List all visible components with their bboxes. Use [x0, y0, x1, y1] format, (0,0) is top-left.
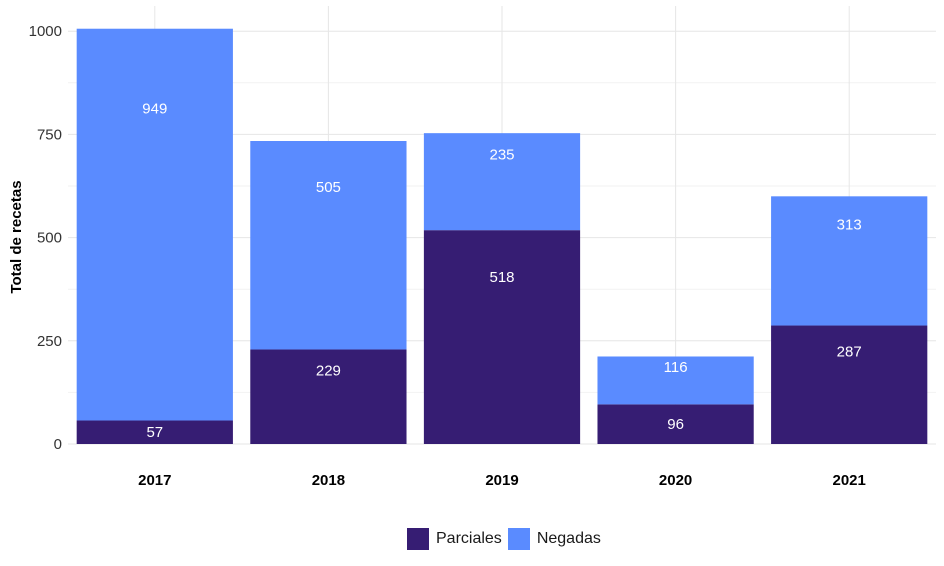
bar-label-parciales-2021: 287: [837, 344, 862, 361]
y-tick-label: 500: [37, 230, 62, 247]
legend-item-negadas: Negadas: [507, 528, 601, 550]
bar-negadas-2018: [250, 141, 407, 350]
bar-label-parciales-2018: 229: [316, 362, 341, 379]
bar-negadas-2021: [771, 196, 928, 326]
bar-labels: 57 949 229 505 518 235 96 116 287 313: [142, 101, 861, 442]
legend-item-parciales: Parciales: [407, 528, 502, 550]
y-tick-label: 1000: [29, 23, 62, 40]
bar-negadas-2020: [597, 356, 754, 405]
legend-swatch-parciales: [407, 528, 429, 550]
y-tick-label: 0: [54, 436, 62, 453]
x-tick-label: 2021: [833, 472, 866, 489]
bar-label-negadas-2021: 313: [837, 217, 862, 234]
bar-negadas-2019: [423, 133, 581, 231]
legend-label-parciales: Parciales: [436, 530, 502, 547]
bar-label-parciales-2017: 57: [146, 424, 163, 441]
x-tick-label: 2019: [485, 472, 518, 489]
bar-parciales-2021: [771, 325, 928, 444]
legend-swatch-negadas: [507, 528, 530, 550]
legend: Parciales Negadas: [407, 528, 607, 550]
bar-parciales-2019: [423, 230, 581, 444]
bar-label-parciales-2020: 96: [667, 416, 684, 433]
bar-parciales-2017: [76, 420, 233, 444]
y-tick-label: 750: [37, 126, 62, 143]
bar-negadas-2017: [76, 28, 233, 421]
bar-parciales-2018: [250, 349, 407, 444]
x-tick-label: 2018: [312, 472, 345, 489]
bar-label-parciales-2019: 518: [489, 269, 514, 286]
y-axis-ticks: 0 250 500 750 1000: [29, 23, 62, 453]
y-axis-label: Total de recetas: [8, 180, 25, 293]
bar-label-negadas-2019: 235: [489, 147, 514, 164]
bars: [76, 28, 928, 444]
bar-label-negadas-2017: 949: [142, 101, 167, 118]
bar-label-negadas-2018: 505: [316, 179, 341, 196]
bar-label-negadas-2020: 116: [664, 359, 688, 376]
bar-parciales-2020: [597, 404, 754, 444]
x-axis-ticks: 2017 2018 2019 2020 2021: [138, 472, 866, 489]
y-tick-label: 250: [37, 333, 62, 350]
x-tick-label: 2020: [659, 472, 692, 489]
legend-label-negadas: Negadas: [536, 530, 601, 547]
x-tick-label: 2017: [138, 472, 171, 489]
